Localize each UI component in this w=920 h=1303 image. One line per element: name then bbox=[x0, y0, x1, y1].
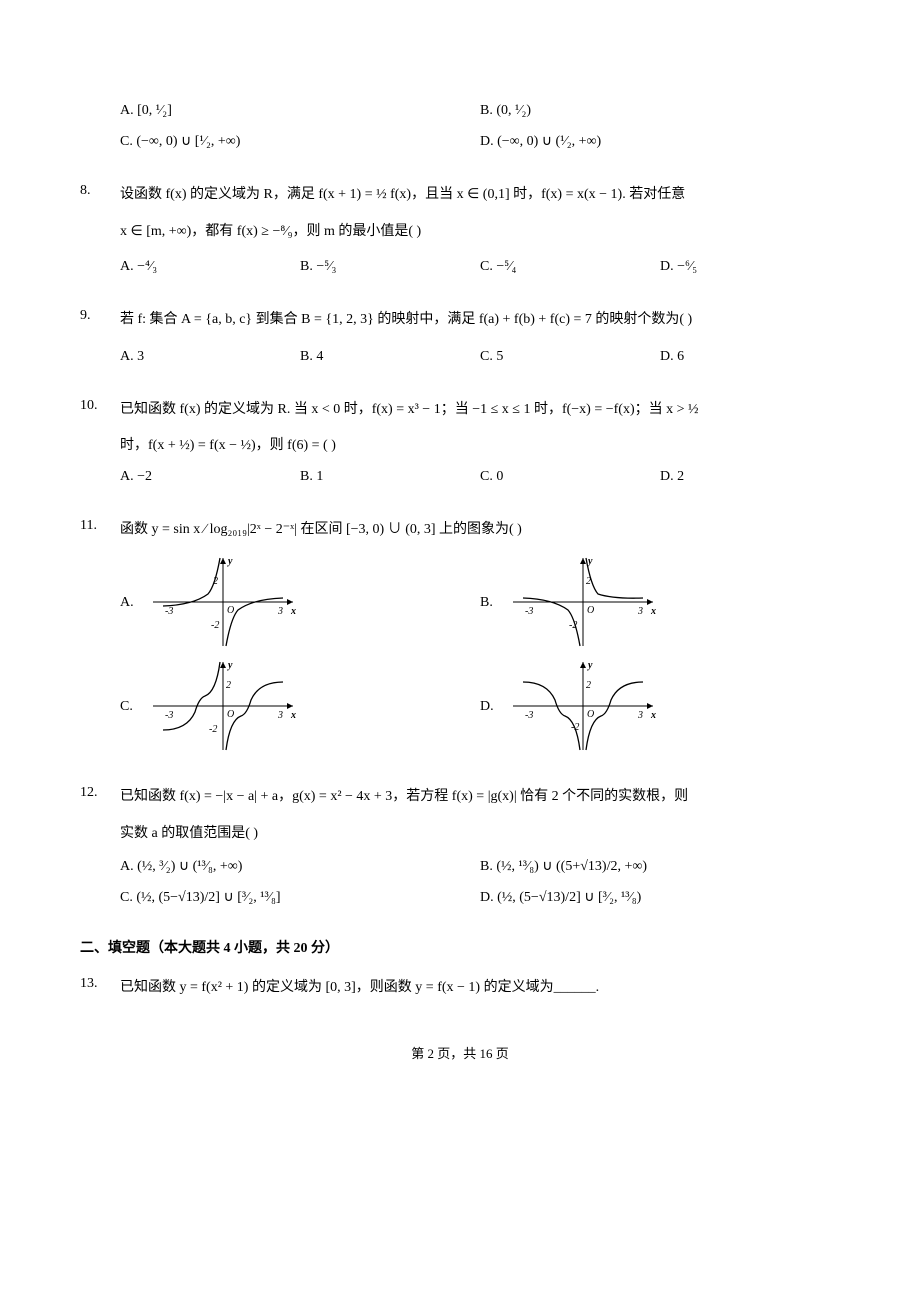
q11-option-c-cell: C. -3 3 2 -2 O x y bbox=[120, 658, 480, 754]
svg-text:3: 3 bbox=[277, 606, 283, 617]
q11-graph-b: -3 3 2 -2 O x y bbox=[508, 554, 658, 650]
q11-option-c-label: C. bbox=[120, 696, 148, 717]
section-2-title: 二、填空题（本大题共 4 小题，共 20 分） bbox=[80, 938, 840, 959]
q7-option-d: D. (−∞, 0) ∪ (¹⁄₂, +∞) bbox=[480, 131, 840, 152]
q9-options: A. 3 B. 4 C. 5 D. 6 bbox=[120, 346, 840, 367]
q11-graph-row-2: C. -3 3 2 -2 O x y D. -3 3 2 -2 O bbox=[120, 658, 840, 754]
q7-options-row2: C. (−∞, 0) ∪ [¹⁄₂, +∞) D. (−∞, 0) ∪ (¹⁄₂… bbox=[120, 131, 840, 152]
q12-option-c: C. (½, (5−√13)/2] ∪ [³⁄₂, ¹³⁄₈] bbox=[120, 887, 480, 908]
q10-option-a: A. −2 bbox=[120, 466, 300, 487]
q8-text: 设函数 f(x) 的定义域为 R，满足 f(x + 1) = ½ f(x)，且当… bbox=[120, 180, 840, 211]
q10-text: 已知函数 f(x) 的定义域为 R. 当 x < 0 时，f(x) = x³ −… bbox=[120, 395, 840, 426]
svg-text:x: x bbox=[290, 606, 296, 617]
q7-option-c: C. (−∞, 0) ∪ [¹⁄₂, +∞) bbox=[120, 131, 480, 152]
q10-options: A. −2 B. 1 C. 0 D. 2 bbox=[120, 466, 840, 487]
svg-text:-2: -2 bbox=[209, 724, 217, 735]
svg-text:O: O bbox=[227, 709, 234, 720]
q11-option-b-cell: B. -3 3 2 -2 O x y bbox=[480, 554, 840, 650]
q11-text: 函数 y = sin x ∕ log₂₀₁₉|2ˣ − 2⁻ˣ| 在区间 [−3… bbox=[120, 515, 840, 546]
q10-text-line2: 时，f(x + ½) = f(x − ½)，则 f(6) = ( ) bbox=[120, 435, 840, 456]
svg-text:3: 3 bbox=[637, 710, 643, 721]
q8-number: 8. bbox=[80, 180, 120, 211]
q7-option-a: A. [0, ¹⁄₂] bbox=[120, 100, 480, 121]
q8-option-a: A. −⁴⁄₃ bbox=[120, 256, 300, 277]
svg-text:x: x bbox=[650, 606, 656, 617]
q10-option-d: D. 2 bbox=[660, 466, 840, 487]
svg-text:O: O bbox=[587, 709, 594, 720]
q8-stem: 8. 设函数 f(x) 的定义域为 R，满足 f(x + 1) = ½ f(x)… bbox=[80, 180, 840, 211]
q12-stem: 12. 已知函数 f(x) = −|x − a| + a，g(x) = x² −… bbox=[80, 782, 840, 813]
q13-text: 已知函数 y = f(x² + 1) 的定义域为 [0, 3]，则函数 y = … bbox=[120, 973, 840, 1004]
q9-option-b: B. 4 bbox=[300, 346, 480, 367]
svg-text:O: O bbox=[227, 605, 234, 616]
q11-number: 11. bbox=[80, 515, 120, 546]
q12-number: 12. bbox=[80, 782, 120, 813]
q11-option-d-label: D. bbox=[480, 696, 508, 717]
svg-text:-3: -3 bbox=[165, 710, 173, 721]
svg-text:-2: -2 bbox=[211, 620, 219, 631]
svg-text:3: 3 bbox=[637, 606, 643, 617]
q11-stem: 11. 函数 y = sin x ∕ log₂₀₁₉|2ˣ − 2⁻ˣ| 在区间… bbox=[80, 515, 840, 546]
q8-options: A. −⁴⁄₃ B. −⁵⁄₃ C. −⁵⁄₄ D. −⁶⁄₅ bbox=[120, 256, 840, 277]
q10-option-b: B. 1 bbox=[300, 466, 480, 487]
q11-option-b-label: B. bbox=[480, 592, 508, 613]
q10-number: 10. bbox=[80, 395, 120, 426]
q11-graph-a: -3 3 2 -2 O x y bbox=[148, 554, 298, 650]
q11-option-d-cell: D. -3 3 2 -2 O x y bbox=[480, 658, 840, 754]
q13-stem: 13. 已知函数 y = f(x² + 1) 的定义域为 [0, 3]，则函数 … bbox=[80, 973, 840, 1004]
q7-option-b: B. (0, ¹⁄₂) bbox=[480, 100, 840, 121]
q10-option-c: C. 0 bbox=[480, 466, 660, 487]
q12-option-d: D. (½, (5−√13)/2] ∪ [³⁄₂, ¹³⁄₈) bbox=[480, 887, 840, 908]
q11-graph-d: -3 3 2 -2 O x y bbox=[508, 658, 658, 754]
page-footer: 第 2 页，共 16 页 bbox=[80, 1044, 840, 1064]
svg-text:-3: -3 bbox=[165, 606, 173, 617]
q8-option-b: B. −⁵⁄₃ bbox=[300, 256, 480, 277]
q12-text-line2: 实数 a 的取值范围是( ) bbox=[120, 823, 840, 844]
svg-text:O: O bbox=[587, 605, 594, 616]
q12-option-a: A. (½, ³⁄₂) ∪ (¹³⁄₈, +∞) bbox=[120, 856, 480, 877]
q9-option-a: A. 3 bbox=[120, 346, 300, 367]
q12-options-row1: A. (½, ³⁄₂) ∪ (¹³⁄₈, +∞) B. (½, ¹³⁄₈) ∪ … bbox=[120, 856, 840, 877]
svg-text:2: 2 bbox=[226, 680, 231, 691]
q8-text-line2: x ∈ [m, +∞)，都有 f(x) ≥ −⁸⁄₉，则 m 的最小值是( ) bbox=[120, 221, 840, 242]
q11-option-a-label: A. bbox=[120, 592, 148, 613]
svg-text:y: y bbox=[587, 660, 593, 671]
svg-text:3: 3 bbox=[277, 710, 283, 721]
q12-text: 已知函数 f(x) = −|x − a| + a，g(x) = x² − 4x … bbox=[120, 782, 840, 813]
q12-options-row2: C. (½, (5−√13)/2] ∪ [³⁄₂, ¹³⁄₈] D. (½, (… bbox=[120, 887, 840, 908]
q12-option-b: B. (½, ¹³⁄₈) ∪ ((5+√13)/2, +∞) bbox=[480, 856, 840, 877]
svg-text:-3: -3 bbox=[525, 606, 533, 617]
svg-text:2: 2 bbox=[586, 680, 591, 691]
q11-graph-c: -3 3 2 -2 O x y bbox=[148, 658, 298, 754]
q8-option-c: C. −⁵⁄₄ bbox=[480, 256, 660, 277]
q10-stem: 10. 已知函数 f(x) 的定义域为 R. 当 x < 0 时，f(x) = … bbox=[80, 395, 840, 426]
svg-text:x: x bbox=[650, 710, 656, 721]
svg-text:y: y bbox=[227, 660, 233, 671]
q11-option-a-cell: A. -3 3 2 -2 O x y bbox=[120, 554, 480, 650]
q9-option-d: D. 6 bbox=[660, 346, 840, 367]
q7-options-row1: A. [0, ¹⁄₂] B. (0, ¹⁄₂) bbox=[120, 100, 840, 121]
svg-text:x: x bbox=[290, 710, 296, 721]
q9-number: 9. bbox=[80, 305, 120, 336]
q9-stem: 9. 若 f: 集合 A = {a, b, c} 到集合 B = {1, 2, … bbox=[80, 305, 840, 336]
svg-text:y: y bbox=[227, 556, 233, 567]
q11-graph-row-1: A. -3 3 2 -2 O x y B. -3 3 2 -2 O bbox=[120, 554, 840, 650]
q13-number: 13. bbox=[80, 973, 120, 1004]
q9-option-c: C. 5 bbox=[480, 346, 660, 367]
q8-option-d: D. −⁶⁄₅ bbox=[660, 256, 840, 277]
svg-text:-3: -3 bbox=[525, 710, 533, 721]
q9-text: 若 f: 集合 A = {a, b, c} 到集合 B = {1, 2, 3} … bbox=[120, 305, 840, 336]
